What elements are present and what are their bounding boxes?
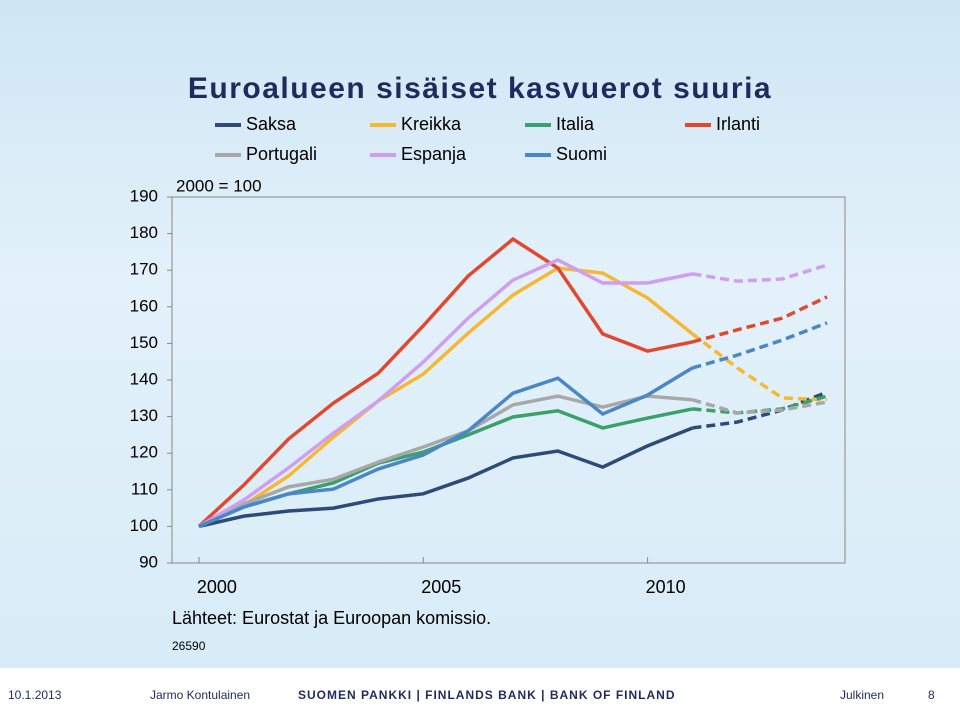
annotation: 2000 = 100 (176, 176, 262, 195)
line (198, 266, 694, 528)
y-tick-label: 130 (130, 406, 158, 425)
line (198, 407, 693, 529)
legend-label: Irlanti (716, 114, 760, 134)
y-tick-label: 170 (130, 260, 158, 279)
legend-label: Portugali (246, 144, 317, 164)
line-forecast (691, 321, 828, 370)
footer-classification: Julkinen (840, 688, 885, 702)
line-forecast (691, 398, 828, 415)
footer-author: Jarmo Kontulainen (150, 688, 251, 702)
y-tick-label: 120 (130, 443, 158, 462)
line (198, 394, 693, 528)
chart: Euroalueen sisäiset kasvuerot suuria 200… (130, 72, 846, 653)
footer-date: 10.1.2013 (8, 688, 62, 702)
legend-label: Saksa (246, 114, 297, 134)
chart-code: 26590 (172, 639, 206, 653)
line (198, 366, 694, 529)
line (197, 236, 693, 528)
footer-page: 8 (928, 688, 935, 702)
line-forecast (691, 295, 828, 344)
y-tick-label: 190 (130, 186, 158, 205)
footer-bank: SUOMEN PANKKI | FINLANDS BANK | BANK OF … (298, 688, 676, 702)
y-tick-label: 140 (130, 369, 158, 388)
y-tick-label: 150 (130, 333, 158, 352)
legend-label: Espanja (401, 144, 467, 164)
slide-title: Euroalueen sisäiset kasvuerot suuria (188, 72, 772, 105)
legend-label: Italia (556, 114, 595, 134)
legend-label: Suomi (556, 144, 607, 164)
y-tick-label: 100 (130, 516, 158, 535)
line (198, 426, 694, 529)
y-tick-label: 180 (130, 223, 158, 242)
line-forecast (692, 394, 828, 415)
x-tick-label: 2000 (197, 577, 237, 597)
line-forecast (691, 332, 828, 402)
line (198, 258, 693, 528)
legend-label: Kreikka (401, 114, 462, 134)
x-tick-label: 2005 (421, 577, 461, 597)
y-tick-label: 110 (131, 479, 158, 498)
x-tick-label: 2010 (646, 577, 686, 597)
y-tick-label: 160 (130, 296, 158, 315)
y-tick-label: 90 (139, 552, 158, 571)
plot-frame (171, 196, 846, 564)
line-forecast (692, 263, 828, 283)
source: Lähteet: Eurostat ja Euroopan komissio. (172, 608, 491, 628)
footer: 10.1.2013 Jarmo Kontulainen SUOMEN PANKK… (0, 668, 960, 707)
